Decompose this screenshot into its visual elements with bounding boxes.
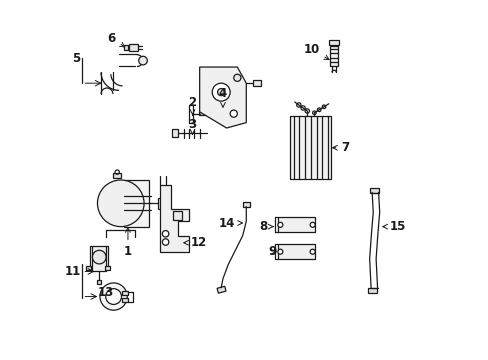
Circle shape xyxy=(230,110,237,117)
Circle shape xyxy=(139,56,147,65)
Circle shape xyxy=(277,249,282,254)
Bar xyxy=(290,116,331,179)
Circle shape xyxy=(212,83,230,101)
Bar xyxy=(105,266,109,270)
Bar xyxy=(277,244,315,259)
Text: 9: 9 xyxy=(268,245,276,258)
Text: 15: 15 xyxy=(382,220,405,233)
Bar xyxy=(122,291,128,295)
Circle shape xyxy=(105,289,121,305)
Circle shape xyxy=(233,74,241,81)
Circle shape xyxy=(217,89,224,96)
Bar xyxy=(199,112,205,115)
Bar xyxy=(86,266,90,270)
Bar xyxy=(172,130,178,137)
Text: 1: 1 xyxy=(123,228,132,258)
Bar xyxy=(122,298,128,302)
Bar xyxy=(172,211,181,220)
Polygon shape xyxy=(160,185,188,252)
Text: 12: 12 xyxy=(183,236,206,249)
Circle shape xyxy=(309,222,314,227)
Text: 2: 2 xyxy=(188,96,196,115)
Text: 8: 8 xyxy=(259,220,273,233)
Bar xyxy=(253,80,261,86)
Bar xyxy=(242,202,249,207)
Circle shape xyxy=(162,239,168,245)
Bar xyxy=(217,286,225,293)
Circle shape xyxy=(100,283,127,310)
Bar xyxy=(329,46,337,66)
Text: 6: 6 xyxy=(107,32,124,47)
Text: 5: 5 xyxy=(72,51,81,64)
Bar xyxy=(329,40,338,45)
Polygon shape xyxy=(199,67,246,128)
Bar xyxy=(113,173,121,178)
Bar xyxy=(92,246,106,271)
Circle shape xyxy=(277,222,282,227)
Circle shape xyxy=(309,249,314,254)
Bar xyxy=(124,180,149,226)
Bar xyxy=(367,288,376,293)
Text: 3: 3 xyxy=(188,118,196,134)
Text: 4: 4 xyxy=(219,87,226,107)
Bar xyxy=(158,198,165,209)
Circle shape xyxy=(97,180,144,226)
Circle shape xyxy=(92,250,106,264)
Text: 13: 13 xyxy=(97,287,114,300)
Bar xyxy=(128,44,138,50)
Text: 14: 14 xyxy=(219,216,242,230)
Text: 7: 7 xyxy=(332,141,349,154)
Circle shape xyxy=(162,230,168,237)
Bar xyxy=(124,45,128,50)
Text: 10: 10 xyxy=(303,42,328,60)
Bar xyxy=(369,188,378,193)
Text: 11: 11 xyxy=(64,265,81,278)
Bar xyxy=(277,217,315,232)
Bar xyxy=(97,280,101,284)
